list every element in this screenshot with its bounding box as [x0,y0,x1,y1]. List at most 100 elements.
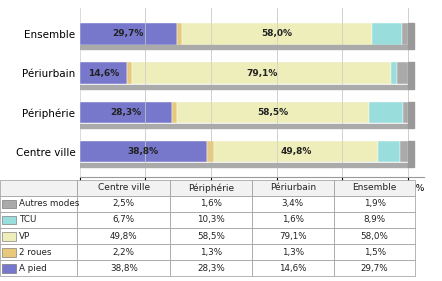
Bar [2,232,16,241]
Text: 6,7%: 6,7% [113,216,135,225]
Bar [408,141,414,167]
Bar [408,101,414,128]
Bar [170,244,252,260]
Bar [2,264,16,273]
Bar [252,196,334,212]
Bar [397,62,408,84]
Text: 1,3%: 1,3% [200,248,222,257]
Text: 49,8%: 49,8% [280,147,312,156]
Text: Périphérie: Périphérie [188,183,234,192]
Bar [0,212,77,228]
Text: 38,8%: 38,8% [110,264,138,273]
Text: 3,4%: 3,4% [282,200,304,209]
Bar [80,23,177,45]
Bar [252,180,334,196]
Bar [80,101,172,123]
Bar [77,228,170,244]
Bar [252,244,334,260]
Text: 2 roues: 2 roues [19,248,52,257]
Text: 28,3%: 28,3% [197,264,225,273]
Text: Centre ville: Centre ville [98,183,150,192]
Text: 29,7%: 29,7% [113,30,144,38]
Text: 1,5%: 1,5% [363,248,386,257]
Bar [172,101,177,123]
Text: TCU: TCU [19,216,37,225]
Text: 58,5%: 58,5% [197,232,225,241]
Bar [400,141,408,162]
Bar [77,212,170,228]
Bar [214,141,378,162]
Bar [2,200,16,209]
Text: 2,5%: 2,5% [113,200,135,209]
Bar [0,228,77,244]
Bar [77,260,170,276]
Bar [334,196,415,212]
Bar [392,62,397,84]
Bar [0,260,77,276]
Bar [2,216,16,225]
Bar [408,62,414,89]
Text: 58,5%: 58,5% [257,108,288,117]
Bar [80,62,127,84]
Text: 79,1%: 79,1% [246,69,277,78]
Bar [80,46,408,49]
Bar [207,141,214,162]
Text: VP: VP [19,232,30,241]
Bar [127,62,132,84]
Text: 79,1%: 79,1% [279,232,307,241]
Text: 49,8%: 49,8% [110,232,137,241]
Bar [408,23,414,49]
Bar [177,23,182,45]
Bar [132,62,392,84]
Text: Ensemble: Ensemble [352,183,397,192]
Bar [334,228,415,244]
Text: 10,3%: 10,3% [197,216,225,225]
Text: 1,3%: 1,3% [282,248,304,257]
Bar [369,101,403,123]
Text: 38,8%: 38,8% [128,147,159,156]
Bar [334,244,415,260]
Text: 14,6%: 14,6% [279,264,307,273]
Bar [334,212,415,228]
Bar [80,85,408,89]
Bar [80,163,408,167]
Bar [170,180,252,196]
Text: 14,6%: 14,6% [88,69,119,78]
Text: Autres modes: Autres modes [19,200,80,209]
Bar [334,260,415,276]
Text: Périurbain: Périurbain [270,183,316,192]
Bar [402,23,408,45]
Bar [182,23,373,45]
Bar [0,196,77,212]
Bar [0,244,77,260]
Text: 29,7%: 29,7% [361,264,389,273]
Bar [80,141,207,162]
Bar [170,212,252,228]
Bar [378,141,400,162]
Bar [170,228,252,244]
Bar [80,124,408,128]
Text: 28,3%: 28,3% [110,108,141,117]
Text: 1,9%: 1,9% [364,200,385,209]
Text: 2,2%: 2,2% [113,248,135,257]
Bar [2,248,16,257]
Bar [252,212,334,228]
Bar [403,101,408,123]
Bar [252,260,334,276]
Text: 58,0%: 58,0% [262,30,293,38]
Bar [177,101,369,123]
Bar [334,180,415,196]
Bar [170,196,252,212]
Bar [77,196,170,212]
Text: 1,6%: 1,6% [282,216,304,225]
Bar [373,23,402,45]
Text: 58,0%: 58,0% [361,232,389,241]
Bar [0,180,77,196]
Bar [77,244,170,260]
Text: 1,6%: 1,6% [200,200,222,209]
Bar [170,260,252,276]
Text: 8,9%: 8,9% [363,216,386,225]
Bar [252,228,334,244]
Bar [77,180,170,196]
Text: A pied: A pied [19,264,47,273]
